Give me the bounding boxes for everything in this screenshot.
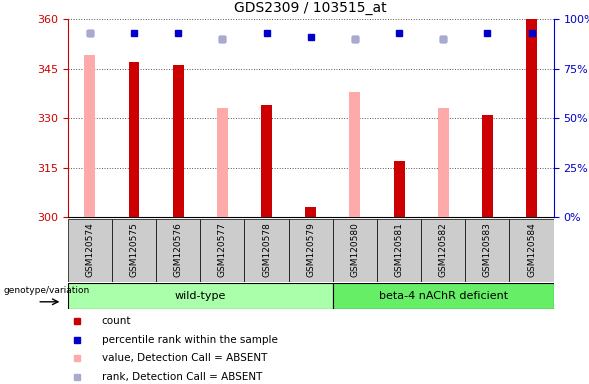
Text: rank, Detection Call = ABSENT: rank, Detection Call = ABSENT <box>102 372 262 382</box>
Bar <box>128 62 140 217</box>
Text: GSM120574: GSM120574 <box>85 222 94 277</box>
Bar <box>509 219 554 282</box>
Bar <box>349 92 360 217</box>
Bar <box>333 219 377 282</box>
Text: beta-4 nAChR deficient: beta-4 nAChR deficient <box>379 291 508 301</box>
Text: wild-type: wild-type <box>174 291 226 301</box>
Bar <box>68 283 333 309</box>
Text: GSM120577: GSM120577 <box>218 222 227 277</box>
Text: GSM120580: GSM120580 <box>350 222 359 277</box>
Bar <box>112 219 156 282</box>
Title: GDS2309 / 103515_at: GDS2309 / 103515_at <box>234 2 387 15</box>
Bar <box>84 55 95 217</box>
Bar <box>261 105 272 217</box>
Bar <box>526 19 537 217</box>
Bar <box>68 219 112 282</box>
Bar <box>289 219 333 282</box>
Text: percentile rank within the sample: percentile rank within the sample <box>102 335 277 345</box>
Bar <box>217 108 228 217</box>
Text: genotype/variation: genotype/variation <box>4 286 90 295</box>
Bar <box>438 108 449 217</box>
Bar <box>244 219 289 282</box>
Text: GSM120584: GSM120584 <box>527 222 536 277</box>
Bar <box>333 283 554 309</box>
Text: GSM120578: GSM120578 <box>262 222 271 277</box>
Bar <box>377 219 421 282</box>
Text: value, Detection Call = ABSENT: value, Detection Call = ABSENT <box>102 353 267 363</box>
Bar <box>393 161 405 217</box>
Bar <box>173 65 184 217</box>
Bar <box>482 115 493 217</box>
Text: GSM120582: GSM120582 <box>439 222 448 277</box>
Bar <box>305 207 316 217</box>
Bar <box>200 219 244 282</box>
Text: GSM120575: GSM120575 <box>130 222 138 277</box>
Text: GSM120583: GSM120583 <box>483 222 492 277</box>
Bar <box>465 219 509 282</box>
Bar <box>421 219 465 282</box>
Text: GSM120576: GSM120576 <box>174 222 183 277</box>
Text: GSM120579: GSM120579 <box>306 222 315 277</box>
Text: GSM120581: GSM120581 <box>395 222 403 277</box>
Text: count: count <box>102 316 131 326</box>
Bar <box>156 219 200 282</box>
